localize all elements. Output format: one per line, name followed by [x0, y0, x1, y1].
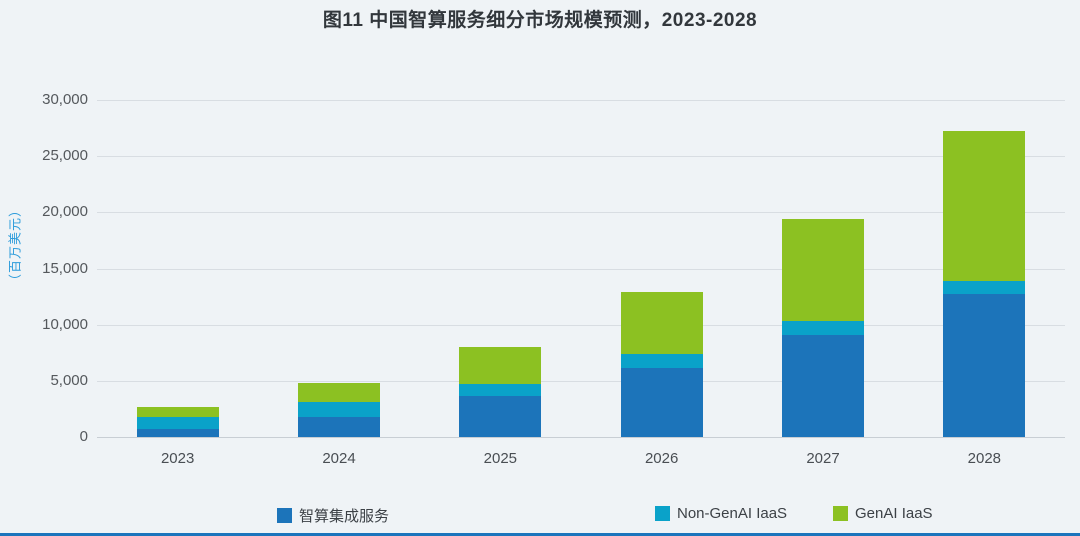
plot-area: 2023 2024 2025 2026 2027 2028: [97, 100, 1065, 467]
bar-2023: [136, 100, 219, 437]
y-tick-label-15000: 15,000: [42, 259, 88, 277]
bar-2027-segment-智算集成服务: [782, 334, 864, 437]
legend-label: Non-GenAI IaaS: [677, 505, 788, 522]
x-tick-label-2028: 2028: [967, 450, 1002, 467]
x-tick-label-2026: 2026: [644, 450, 679, 467]
x-tick-label-2024: 2024: [322, 450, 356, 467]
footer-accent-bar: [0, 533, 1080, 536]
bar-2026-segment-GenAI IaaS: [620, 292, 703, 354]
bar-2025-segment-GenAI IaaS: [459, 347, 542, 385]
legend-label: GenAI IaaS: [855, 505, 933, 522]
gridline-10000: [97, 324, 1065, 326]
bar-2027-segment-Non-GenAI IaaS: [782, 321, 864, 335]
bar-2027-segment-GenAI IaaS: [782, 219, 864, 322]
bar-2027: [782, 100, 864, 437]
bar-2024-segment-Non-GenAI IaaS: [298, 402, 380, 417]
y-tick-label-30000: 30,000: [42, 91, 88, 108]
x-tick-label-2025: 2025: [483, 450, 518, 467]
bar-2026: [620, 100, 703, 437]
bar-2026-segment-Non-GenAI IaaS: [620, 353, 703, 369]
legend-item-GenAI IaaS: GenAI IaaS: [833, 505, 933, 522]
legend-label: 智算集成服务: [299, 508, 390, 525]
bar-2023-segment-GenAI IaaS: [136, 406, 219, 417]
gridline-15000: [97, 268, 1065, 270]
gridline-25000: [97, 156, 1065, 158]
y-tick-label-20000: 20,000: [42, 203, 88, 221]
bar-2023-segment-Non-GenAI IaaS: [136, 416, 219, 430]
bar-2024-segment-GenAI IaaS: [298, 383, 380, 403]
legend-swatch-icon: [277, 508, 292, 523]
y-tick-label-0: 0: [79, 428, 88, 445]
y-tick-label-5000: 5,000: [50, 371, 88, 389]
gridline-5000: [97, 380, 1065, 382]
bar-2028-segment-智算集成服务: [943, 294, 1026, 437]
bar-2028-segment-Non-GenAI IaaS: [943, 280, 1026, 295]
bar-2024: [298, 100, 380, 437]
legend-swatch-icon: [833, 506, 848, 521]
legend: 智算集成服务 Non-GenAI IaaS GenAI IaaS: [0, 505, 1080, 525]
legend-item-智算集成服务: 智算集成服务: [277, 505, 389, 526]
bar-2025-segment-智算集成服务: [459, 395, 542, 437]
chart-title: 图11 中国智算服务细分市场规模预测，2023-2028: [322, 10, 758, 31]
legend-item-Non-GenAI IaaS: Non-GenAI IaaS: [655, 505, 787, 522]
bar-2028-segment-GenAI IaaS: [943, 131, 1026, 281]
bar-2025-segment-Non-GenAI IaaS: [459, 384, 542, 396]
gridline-30000: [97, 100, 1065, 101]
bar-2024-segment-智算集成服务: [298, 416, 380, 437]
bar-2028: [943, 100, 1026, 437]
x-tick-label-2027: 2027: [806, 450, 840, 467]
x-tick-label-2023: 2023: [160, 450, 195, 467]
y-tick-label-25000: 25,000: [42, 147, 88, 165]
legend-swatch-icon: [655, 506, 670, 521]
bar-2025: [459, 100, 542, 437]
gridline-20000: [97, 212, 1065, 214]
bar-2023-segment-智算集成服务: [136, 429, 219, 437]
y-tick-label-10000: 10,000: [42, 315, 88, 333]
bar-2026-segment-智算集成服务: [620, 368, 703, 437]
gridline-0: [97, 437, 1065, 438]
